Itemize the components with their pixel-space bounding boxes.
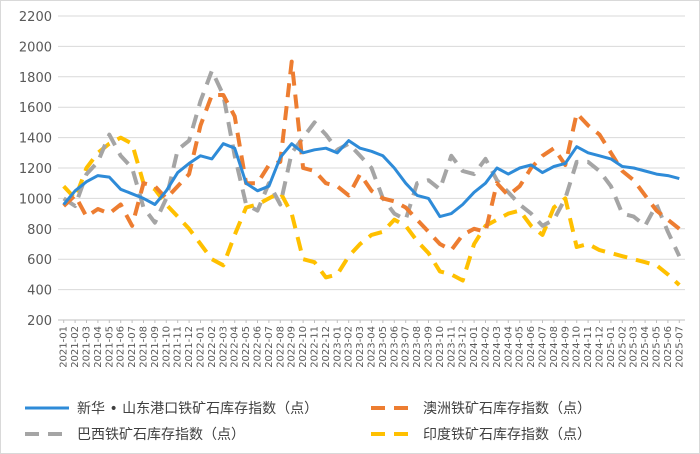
x-tick-label: 2022-05 bbox=[241, 326, 252, 368]
x-tick-label: 2023-02 bbox=[344, 326, 355, 368]
x-tick-label: 2025-04 bbox=[640, 326, 651, 368]
x-tick-label: 2023-01 bbox=[332, 326, 343, 368]
x-tick-label: 2025-06 bbox=[663, 326, 674, 368]
x-tick-label: 2022-02 bbox=[207, 326, 218, 368]
x-tick-label: 2023-06 bbox=[389, 326, 400, 368]
x-tick-label: 2025-07 bbox=[674, 326, 685, 368]
x-tick-label: 2021-01 bbox=[59, 326, 70, 368]
y-tick-label: 200 bbox=[27, 314, 52, 329]
legend-label-1: 新华 • 山东港口铁矿石库存指数（点） bbox=[77, 401, 318, 417]
x-tick-label: 2024-01 bbox=[469, 326, 480, 368]
y-tick-label: 400 bbox=[27, 284, 52, 299]
x-tick-label: 2025-01 bbox=[606, 326, 617, 368]
x-tick-label: 2025-02 bbox=[617, 326, 628, 368]
x-tick-label: 2024-08 bbox=[549, 326, 560, 368]
x-tick-label: 2022-10 bbox=[298, 326, 309, 368]
x-tick-label: 2021-08 bbox=[139, 326, 150, 368]
x-tick-label: 2024-09 bbox=[560, 326, 571, 368]
x-tick-label: 2025-05 bbox=[652, 326, 663, 368]
x-tick-label: 2023-07 bbox=[401, 326, 412, 368]
x-tick-label: 2023-09 bbox=[424, 326, 435, 368]
x-tick-label: 2024-12 bbox=[595, 326, 606, 368]
x-tick-label: 2021-09 bbox=[150, 326, 161, 368]
x-tick-label: 2021-05 bbox=[104, 326, 115, 368]
y-tick-label: 1800 bbox=[19, 71, 52, 86]
x-tick-label: 2021-03 bbox=[82, 326, 93, 368]
y-tick-label: 1400 bbox=[19, 132, 52, 147]
x-tick-label: 2021-11 bbox=[173, 326, 184, 368]
y-tick-label: 1200 bbox=[19, 162, 52, 177]
series-line-3 bbox=[62, 68, 682, 258]
x-tick-label: 2021-04 bbox=[93, 326, 104, 368]
x-tick-label: 2022-09 bbox=[287, 326, 298, 368]
legend-label-2: 澳洲铁矿石库存指数（点） bbox=[423, 401, 591, 417]
x-tick-label: 2022-04 bbox=[230, 326, 241, 368]
y-tick-label: 600 bbox=[27, 253, 52, 268]
x-tick-label: 2022-03 bbox=[218, 326, 229, 368]
x-tick-label: 2024-05 bbox=[515, 326, 526, 368]
series-line-2 bbox=[62, 59, 681, 253]
legend-label-4: 印度铁矿石库存指数（点） bbox=[423, 427, 591, 443]
x-axis-tick-labels: 2021-01 2021-02 2021-03 2021-04 2021-05 2021-… bbox=[59, 320, 685, 368]
y-tick-label: 1000 bbox=[19, 192, 52, 207]
x-tick-label: 2022-07 bbox=[264, 326, 275, 368]
x-tick-label: 2023-04 bbox=[367, 326, 378, 368]
x-tick-label: 2024-07 bbox=[538, 326, 549, 368]
y-tick-label: 1600 bbox=[19, 101, 52, 116]
x-tick-label: 2025-03 bbox=[629, 326, 640, 368]
x-tick-label: 2022-08 bbox=[275, 326, 286, 368]
series-lines bbox=[62, 59, 682, 287]
legend-label-3: 巴西铁矿石库存指数（点） bbox=[77, 427, 245, 443]
x-tick-label: 2022-11 bbox=[310, 326, 321, 368]
y-tick-label: 2000 bbox=[19, 40, 52, 55]
x-tick-label: 2023-05 bbox=[378, 326, 389, 368]
x-tick-label: 2024-06 bbox=[526, 326, 537, 368]
x-tick-label: 2023-10 bbox=[435, 326, 446, 368]
legend: 新华 • 山东港口铁矿石库存指数（点） 澳洲铁矿石库存指数（点） 巴西铁矿石库存指数… bbox=[25, 401, 591, 443]
x-tick-label: 2023-03 bbox=[355, 326, 366, 368]
x-tick-label: 2022-12 bbox=[321, 326, 332, 368]
x-tick-label: 2024-03 bbox=[492, 326, 503, 368]
x-tick-label: 2021-06 bbox=[116, 326, 127, 368]
x-tick-label: 2024-04 bbox=[503, 326, 514, 368]
x-tick-label: 2024-02 bbox=[481, 326, 492, 368]
y-tick-label: 2200 bbox=[19, 10, 52, 25]
y-axis-tick-labels: 200 400 600 800 1000 1200 1400 1600 1800 2000 2200 bbox=[19, 10, 52, 329]
x-tick-label: 2022-06 bbox=[253, 326, 264, 368]
x-tick-label: 2021-02 bbox=[70, 326, 81, 368]
series-line-4 bbox=[62, 135, 681, 287]
x-tick-label: 2023-11 bbox=[446, 326, 457, 368]
x-tick-label: 2024-10 bbox=[572, 326, 583, 368]
series-line-1 bbox=[62, 139, 680, 219]
x-tick-label: 2021-10 bbox=[161, 326, 172, 368]
y-tick-label: 800 bbox=[27, 223, 52, 238]
x-tick-label: 2022-01 bbox=[196, 326, 207, 368]
x-tick-label: 2021-12 bbox=[184, 326, 195, 368]
x-tick-label: 2023-08 bbox=[412, 326, 423, 368]
x-tick-label: 2024-11 bbox=[583, 326, 594, 368]
x-tick-label: 2021-07 bbox=[127, 326, 138, 368]
x-tick-label: 2023-12 bbox=[458, 326, 469, 368]
